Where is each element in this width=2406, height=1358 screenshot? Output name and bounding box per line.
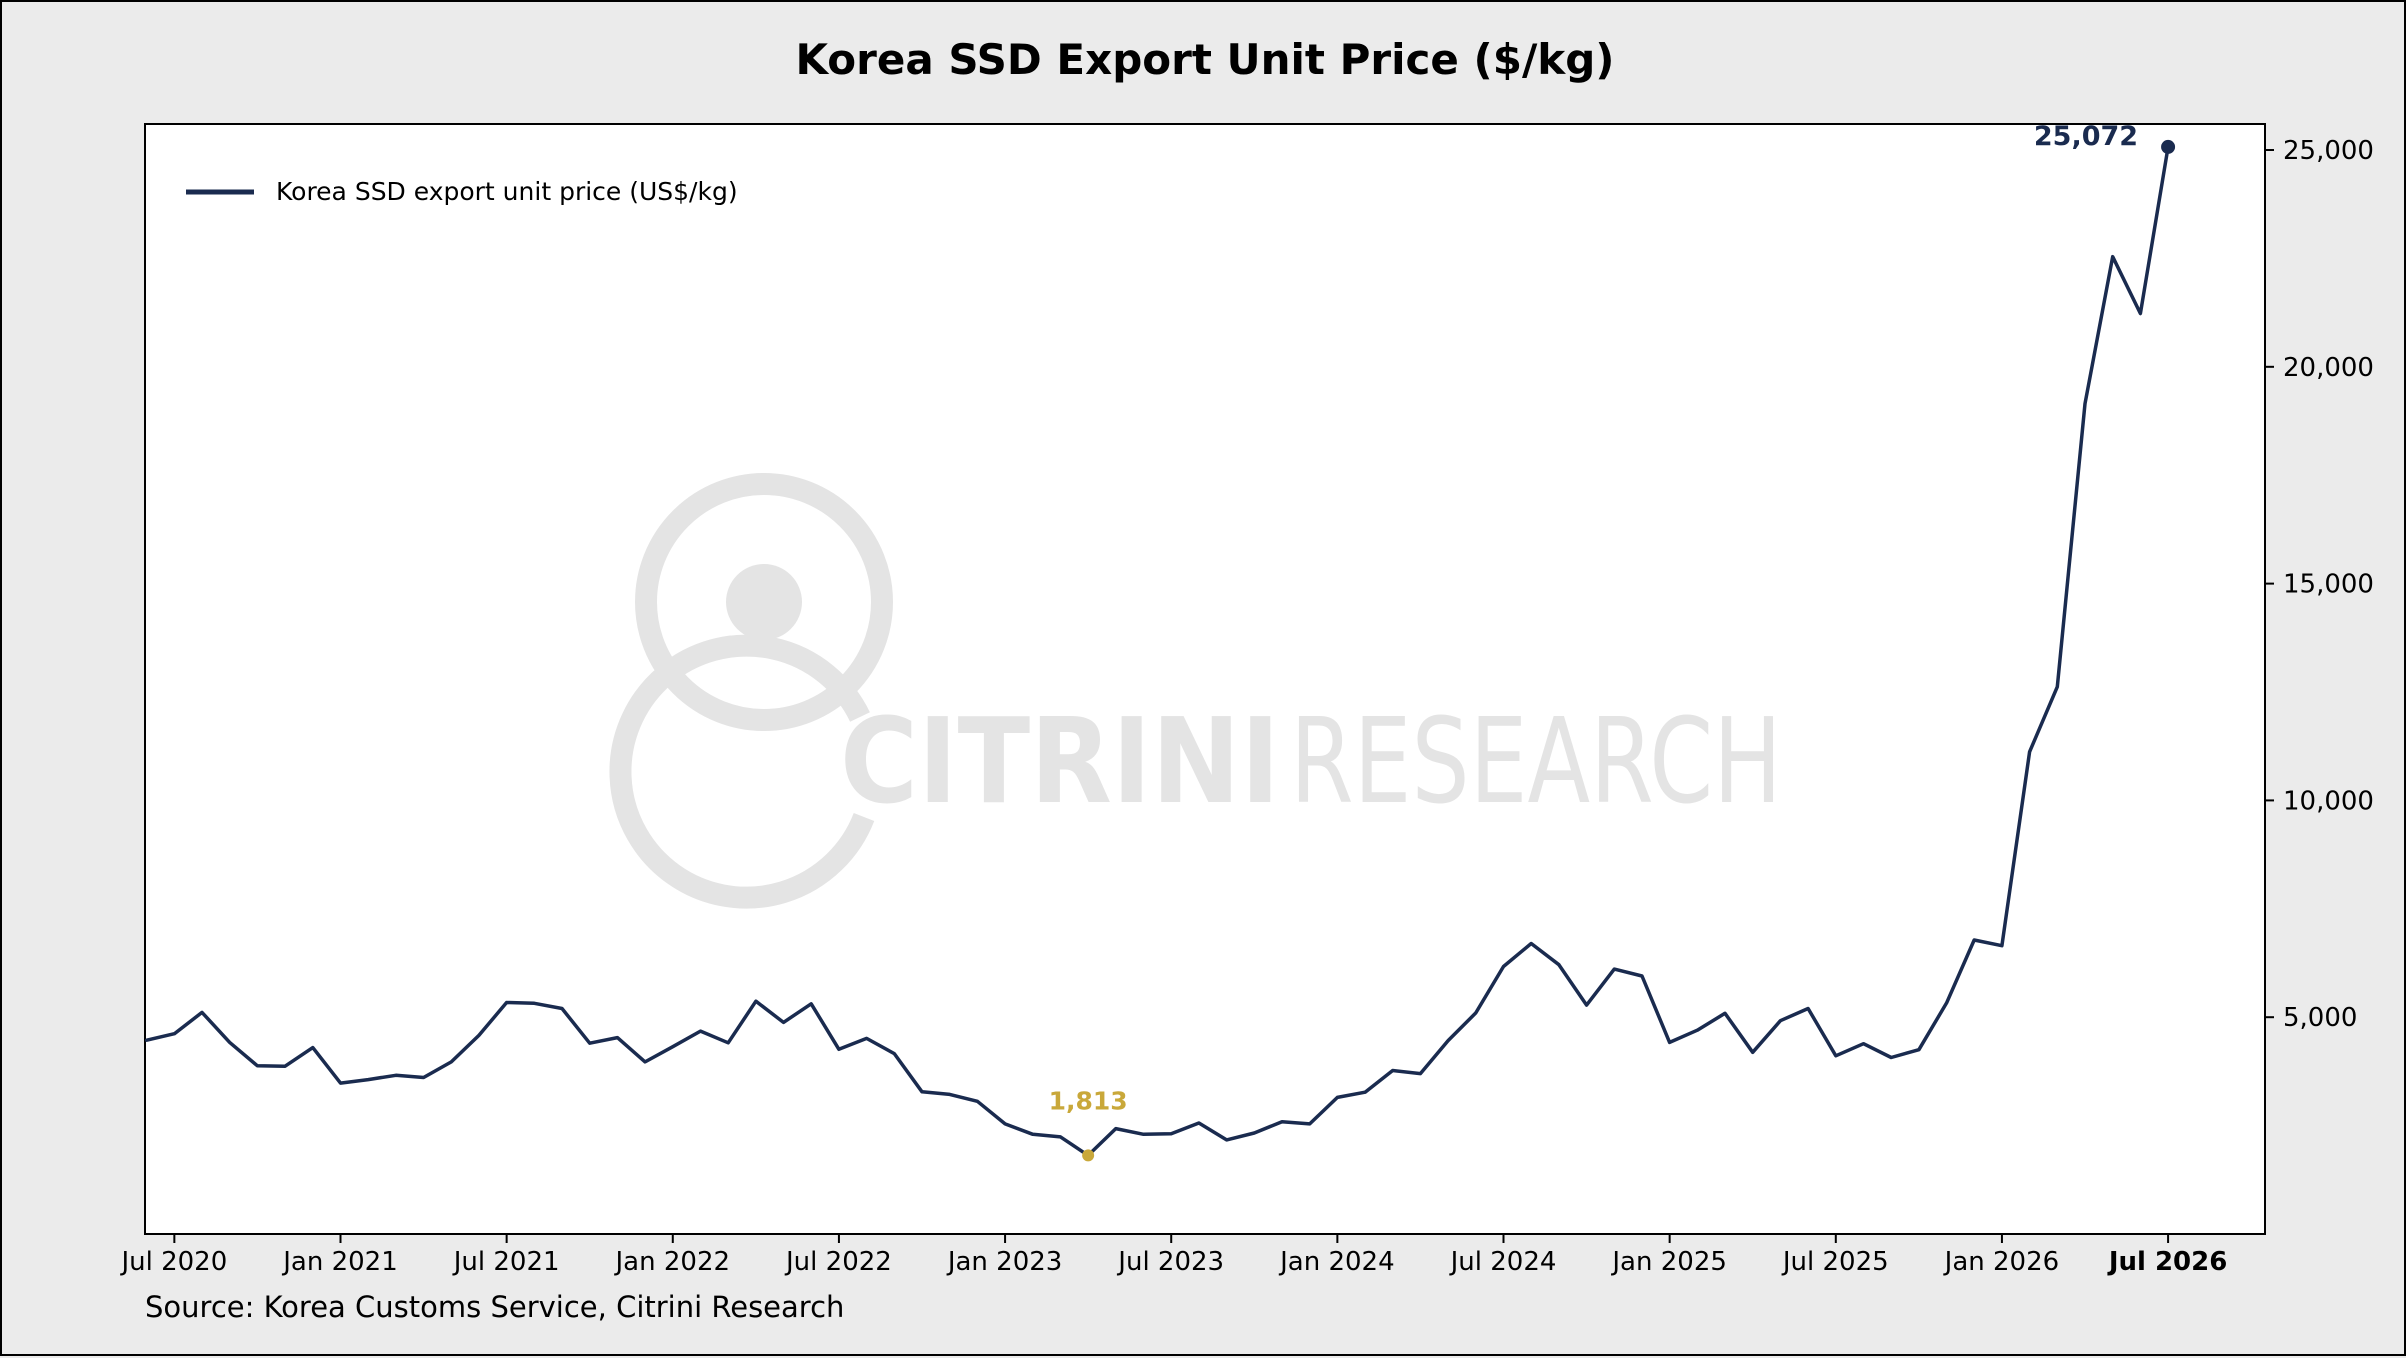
y-tick-label: 5,000 bbox=[2283, 1003, 2357, 1033]
svg-text:RESEARCH: RESEARCH bbox=[1290, 692, 1782, 830]
max-point-marker bbox=[2161, 139, 2176, 154]
y-tick-label: 10,000 bbox=[2283, 786, 2374, 816]
y-tick-label: 25,000 bbox=[2283, 136, 2374, 166]
x-tick-label: Jan 2023 bbox=[946, 1247, 1063, 1277]
min-point-label: 1,813 bbox=[1049, 1086, 1128, 1115]
series-line bbox=[144, 145, 2170, 1158]
x-tick-label: Jul 2021 bbox=[452, 1247, 560, 1277]
x-tick-label: Jul 2020 bbox=[119, 1247, 227, 1277]
y-tick-label: 20,000 bbox=[2283, 353, 2374, 383]
plot-area bbox=[144, 123, 2266, 1235]
source-note: Source: Korea Customs Service, Citrini R… bbox=[145, 1290, 844, 1324]
chart-title: Korea SSD Export Unit Price ($/kg) bbox=[796, 35, 1615, 84]
x-axis: Jul 2020 Jan 2021 Jul 2021 Jan 2022 Jul 2022… bbox=[119, 1234, 2227, 1277]
y-tick-label: 15,000 bbox=[2283, 570, 2374, 600]
series-layer bbox=[144, 145, 2170, 1158]
x-tick-label: Jan 2025 bbox=[1610, 1247, 1727, 1277]
x-tick-label: Jul 2024 bbox=[1449, 1247, 1557, 1277]
max-point-label: 25,072 bbox=[2034, 121, 2138, 152]
min-point-marker bbox=[1082, 1149, 1095, 1162]
x-tick-label: Jan 2024 bbox=[1278, 1247, 1395, 1277]
annotations: 25,072 1,813 bbox=[1049, 121, 2176, 1162]
x-tick-label: Jul 2023 bbox=[1116, 1247, 1224, 1277]
legend-label: Korea SSD export unit price (US$/kg) bbox=[276, 177, 738, 206]
legend: Korea SSD export unit price (US$/kg) bbox=[186, 177, 738, 206]
x-tick-label: Jul 2025 bbox=[1781, 1247, 1889, 1277]
watermark-logo: CITRINI RESEARCH bbox=[609, 473, 1782, 909]
x-tick-label: Jul 2026 bbox=[2107, 1247, 2228, 1277]
x-tick-label: Jan 2021 bbox=[281, 1247, 398, 1277]
svg-text:CITRINI: CITRINI bbox=[840, 692, 1280, 830]
x-tick-label: Jan 2026 bbox=[1943, 1247, 2060, 1277]
x-tick-label: Jul 2022 bbox=[784, 1247, 892, 1277]
x-tick-label: Jan 2022 bbox=[614, 1247, 731, 1277]
y-axis: 5,000 10,000 15,000 20,000 25,000 bbox=[2265, 136, 2374, 1033]
